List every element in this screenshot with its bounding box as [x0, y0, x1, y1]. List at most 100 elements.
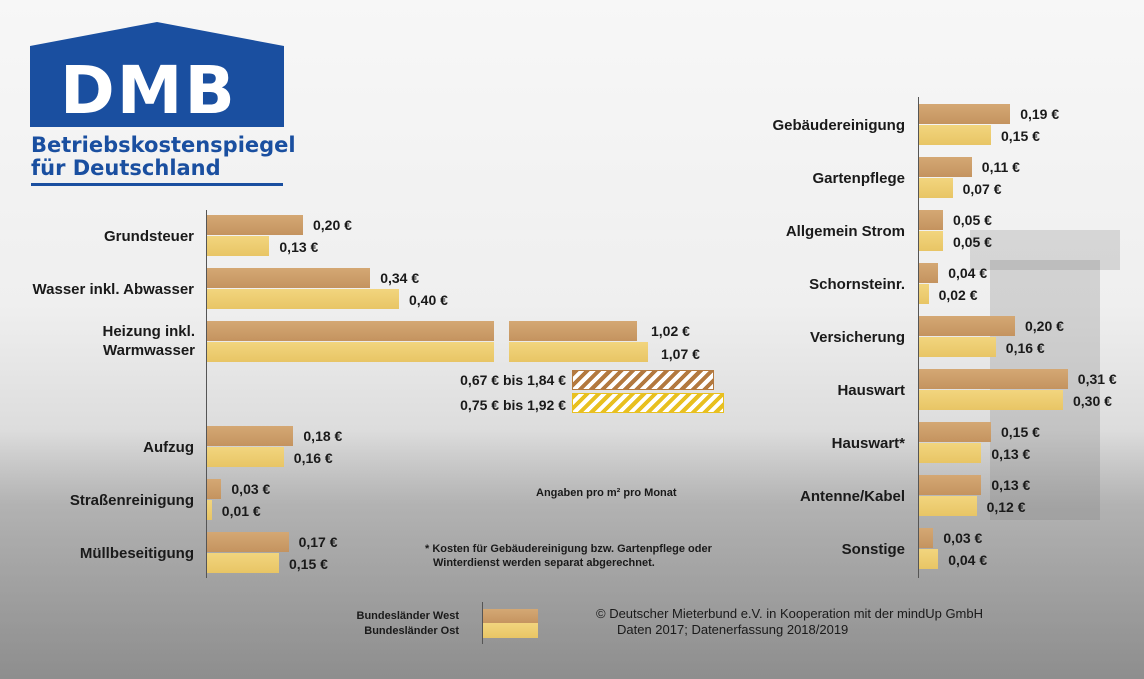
bar-west — [207, 215, 303, 235]
value-label-ost: 0,30 € — [1073, 393, 1112, 409]
logo-subtitle-line2: für Deutschland — [31, 156, 221, 180]
bar-west — [207, 479, 222, 499]
category-label: Schornsteinr. — [809, 276, 905, 293]
category-label: Gartenpflege — [812, 170, 905, 187]
bar-west — [207, 426, 294, 446]
category-label: Hauswart* — [831, 435, 905, 452]
value-label-west: 0,05 € — [953, 212, 992, 228]
category-label: Hauswart — [837, 382, 905, 399]
logo-subtitle-line1: Betriebskostenspiegel — [31, 133, 296, 157]
category-label: Grundsteuer — [103, 228, 194, 245]
bar-ost — [919, 125, 991, 145]
bar-ost — [919, 284, 929, 304]
value-label-west: 0,04 € — [948, 265, 988, 281]
bar-west — [207, 532, 289, 552]
bar-west — [919, 475, 982, 495]
value-label-west: 1,02 € — [651, 323, 690, 339]
value-label-ost: 0,15 € — [1001, 128, 1040, 144]
legend-swatch-ost — [483, 623, 538, 638]
range-bar-west — [572, 370, 714, 390]
background-roof — [0, 430, 1144, 679]
category-label: Aufzug — [143, 439, 194, 456]
bar-ost — [207, 236, 270, 256]
bar-ost — [919, 178, 953, 198]
bar-ost — [919, 390, 1063, 410]
value-label-west: 0,20 € — [313, 217, 352, 233]
value-label-ost: 0,02 € — [938, 287, 978, 303]
value-label-west: 0,18 € — [303, 428, 343, 444]
category-label: Versicherung — [809, 329, 905, 346]
value-label-ost: 0,16 € — [293, 450, 333, 466]
value-label-ost: 0,16 € — [1005, 340, 1045, 356]
bar-west — [919, 422, 991, 442]
bar-west-continued — [509, 321, 637, 341]
value-label-ost: 0,01 € — [221, 503, 261, 519]
bar-west — [919, 528, 934, 548]
value-label-ost: 0,40 € — [409, 292, 448, 308]
value-label-west: 0,03 € — [231, 481, 271, 497]
value-label-west: 0,11 € — [981, 159, 1020, 175]
range-label-ost: 0,75 € bis 1,92 € — [460, 397, 566, 413]
legend-label-ost: Bundesländer Ost — [364, 625, 459, 637]
bar-ost — [919, 549, 939, 569]
value-label-west: 0,03 € — [943, 530, 983, 546]
bar-ost — [207, 289, 399, 309]
bar-ost — [207, 342, 494, 362]
range-label-west: 0,67 € bis 1,84 € — [460, 372, 566, 388]
bar-ost — [207, 447, 284, 467]
value-label-ost: 0,13 € — [279, 239, 319, 255]
legend-label-west: Bundesländer West — [356, 610, 460, 622]
bar-west — [919, 210, 943, 230]
logo-underline — [31, 183, 283, 186]
value-label-west: 0,13 € — [991, 477, 1031, 493]
category-label: Wasser inkl. Abwasser — [32, 281, 194, 298]
bar-ost — [919, 496, 977, 516]
value-label-ost: 0,04 € — [948, 552, 988, 568]
bar-west — [919, 369, 1068, 389]
bar-ost-continued — [509, 342, 648, 362]
category-label: Antenne/Kabel — [799, 488, 905, 505]
left-axis — [206, 210, 207, 578]
copyright-line1: © Deutscher Mieterbund e.V. in Kooperati… — [596, 606, 984, 621]
value-label-ost: 0,15 € — [289, 556, 328, 572]
bar-west — [919, 263, 939, 283]
value-label-west: 0,20 € — [1025, 318, 1064, 334]
bar-ost — [919, 337, 996, 357]
footnote-line1: * Kosten für Gebäudereinigung bzw. Garte… — [425, 543, 712, 555]
value-label-west: 0,34 € — [380, 270, 420, 286]
bar-west — [919, 104, 1011, 124]
value-label-west: 0,17 € — [298, 534, 338, 550]
background-chimney-top — [970, 230, 1120, 270]
copyright-line2: Daten 2017; Datenerfassung 2018/2019 — [617, 622, 849, 637]
logo-house-icon — [30, 22, 284, 127]
value-label-west: 0,15 € — [1001, 424, 1040, 440]
value-label-ost: 1,07 € — [661, 346, 700, 362]
bar-west — [207, 268, 371, 288]
logo-text: DMB — [60, 52, 237, 129]
value-label-ost: 0,12 € — [986, 499, 1026, 515]
category-label: Sonstige — [841, 541, 905, 558]
category-label: Gebäudereinigung — [772, 117, 905, 134]
value-label-ost: 0,05 € — [953, 234, 992, 250]
range-bar-ost — [572, 393, 724, 413]
legend-divider — [482, 602, 483, 644]
legend-swatch-west — [483, 609, 538, 624]
value-label-west: 0,19 € — [1020, 106, 1060, 122]
category-label: Allgemein Strom — [785, 223, 905, 240]
dmb-logo: DMB — [30, 22, 284, 127]
footnote-line2: Winterdienst werden separat abgerechnet. — [433, 557, 655, 569]
unit-note: Angaben pro m² pro Monat — [536, 487, 677, 499]
bar-ost — [207, 500, 212, 520]
bar-west — [919, 316, 1015, 336]
bar-west — [207, 321, 494, 341]
right-axis — [918, 97, 919, 578]
value-label-ost: 0,13 € — [991, 446, 1031, 462]
value-label-ost: 0,07 € — [962, 181, 1002, 197]
bar-west — [919, 157, 972, 177]
category-label: Straßenreinigung — [69, 492, 194, 509]
category-label: Heizung inkl. Warmwasser — [102, 323, 195, 359]
bar-ost — [207, 553, 279, 573]
category-label: Müllbeseitigung — [79, 545, 194, 562]
value-label-west: 0,31 € — [1077, 371, 1117, 387]
bar-ost — [919, 231, 943, 251]
